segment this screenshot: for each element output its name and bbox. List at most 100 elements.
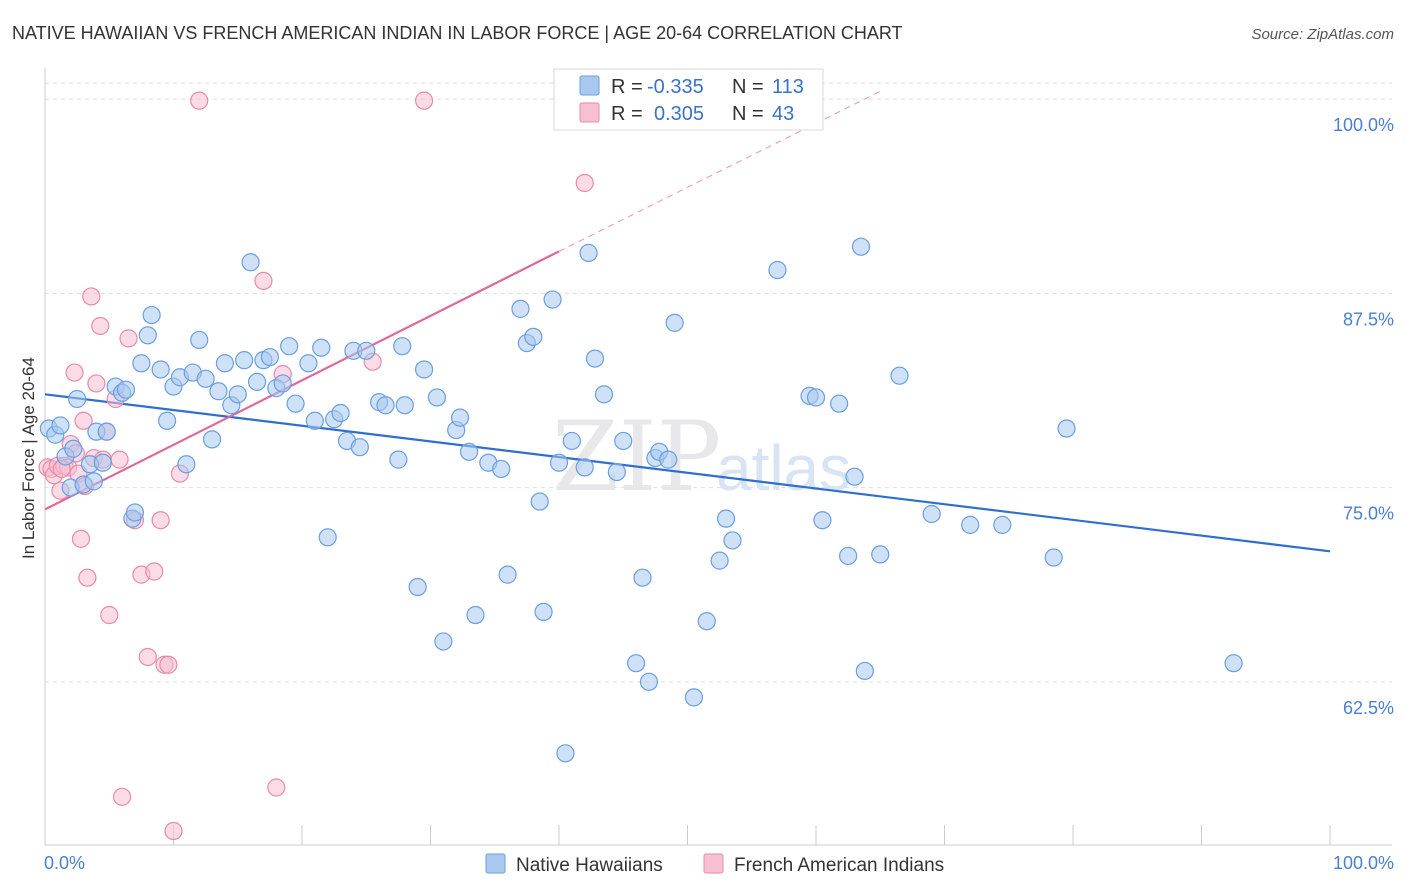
french-american-indians-point-13 <box>82 287 101 306</box>
native-hawaiians-point-22 <box>157 411 177 430</box>
native-hawaiians-point-75 <box>549 453 569 472</box>
french-american-indians-point-33 <box>190 91 209 110</box>
native-hawaiians-point-6 <box>68 389 87 409</box>
native-hawaiians-point-77 <box>562 431 581 451</box>
french-american-indians-points <box>38 91 594 841</box>
native-hawaiians-point-109 <box>993 515 1012 534</box>
stats-legend-swatch-pink <box>579 102 600 123</box>
native-hawaiians-point-85 <box>633 568 652 587</box>
y-tick-label-0: 62.5% <box>1343 698 1394 718</box>
stats-legend-r-label-1: R = <box>611 76 643 98</box>
native-hawaiians-point-19 <box>138 326 157 345</box>
stats-legend-r-label-2: R = <box>611 103 643 125</box>
french-american-indians-point-23 <box>119 329 138 348</box>
legend-label-native-hawaiians: Native Hawaiians <box>516 855 663 876</box>
native-hawaiians-point-54 <box>376 396 395 415</box>
native-hawaiians-point-74 <box>543 290 562 309</box>
native-hawaiians-point-46 <box>318 528 337 547</box>
y-tick-label-2: 87.5% <box>1343 309 1394 329</box>
native-hawaiians-point-69 <box>511 299 530 318</box>
stats-legend-n-value-2: 43 <box>772 103 794 125</box>
series-legend: Native Hawaiians French American Indians <box>485 853 944 876</box>
native-hawaiians-point-81 <box>594 385 614 404</box>
french-american-indians-point-39 <box>575 173 594 193</box>
native-hawaiians-point-95 <box>723 531 742 550</box>
native-hawaiians-point-84 <box>626 654 646 673</box>
y-axis-label: In Labor Force | Age 20-64 <box>19 357 38 559</box>
french-american-indians-point-12 <box>78 568 97 587</box>
french-american-indians-point-21 <box>110 450 129 469</box>
native-hawaiians-point-18 <box>132 354 151 373</box>
native-hawaiians-point-82 <box>607 462 626 482</box>
native-hawaiians-point-42 <box>286 394 305 413</box>
native-hawaiians-point-99 <box>813 511 832 530</box>
native-hawaiians-point-43 <box>299 354 318 373</box>
native-hawaiians-point-28 <box>196 369 215 388</box>
watermark-zip: ZIP <box>552 401 721 513</box>
native-hawaiians-point-12 <box>97 422 116 441</box>
native-hawaiians-point-51 <box>350 438 369 457</box>
native-hawaiians-point-11 <box>93 453 112 472</box>
native-hawaiians-point-40 <box>273 374 292 393</box>
native-hawaiians-point-108 <box>961 515 980 534</box>
stats-legend-n-label-2: N = <box>732 103 764 125</box>
trend-line-french-american-indians <box>44 250 560 511</box>
native-hawaiians-point-79 <box>579 243 598 263</box>
y-tick-labels: 62.5% 75.0% 87.5% 100.0% <box>1333 115 1394 718</box>
trend-line-french-american-indians-extension <box>558 90 881 252</box>
native-hawaiians-point-65 <box>466 605 485 625</box>
native-hawaiians-point-83 <box>614 431 633 451</box>
stats-legend-n-label-1: N = <box>732 76 764 98</box>
native-hawaiians-point-33 <box>228 385 247 404</box>
french-american-indians-point-10 <box>71 529 91 548</box>
native-hawaiians-point-101 <box>839 546 858 566</box>
french-american-indians-point-27 <box>145 562 164 581</box>
native-hawaiians-point-31 <box>215 354 234 373</box>
native-hawaiians-point-45 <box>312 338 331 357</box>
stats-legend: R = -0.335 N = 113 R = 0.305 N = 43 <box>553 68 824 131</box>
native-hawaiians-point-76 <box>556 744 575 763</box>
native-hawaiians-point-93 <box>710 551 729 570</box>
native-hawaiians-point-35 <box>241 253 260 272</box>
stats-legend-r-value-1: -0.335 <box>647 76 704 98</box>
french-american-indians-point-11 <box>74 411 93 430</box>
french-american-indians-point-28 <box>151 511 170 530</box>
native-hawaiians-point-111 <box>1057 419 1076 438</box>
native-hawaiians-point-107 <box>922 504 941 524</box>
native-hawaiians-point-105 <box>871 545 890 564</box>
stats-legend-swatch-blue <box>579 75 600 96</box>
french-american-indians-point-38 <box>414 91 434 110</box>
native-hawaiians-point-63 <box>450 408 470 427</box>
native-hawaiians-point-100 <box>830 394 849 413</box>
grid-lines <box>45 82 1392 683</box>
native-hawaiians-point-20 <box>142 305 161 325</box>
native-hawaiians-point-67 <box>492 459 511 479</box>
native-hawaiians-point-110 <box>1044 548 1063 567</box>
x-tick-label-max: 100.0% <box>1333 853 1394 873</box>
native-hawaiians-point-91 <box>684 688 704 707</box>
native-hawaiians-point-25 <box>177 455 196 474</box>
native-hawaiians-point-48 <box>331 403 350 423</box>
french-american-indians-point-19 <box>100 605 119 625</box>
native-hawaiians-point-106 <box>890 366 909 385</box>
native-hawaiians-point-112 <box>1224 654 1243 673</box>
stats-legend-n-value-1: 113 <box>772 76 804 98</box>
chart-title: NATIVE HAWAIIAN VS FRENCH AMERICAN INDIA… <box>12 23 903 43</box>
native-hawaiians-point-58 <box>408 577 427 597</box>
native-hawaiians-point-5 <box>64 439 83 458</box>
native-hawaiians-point-86 <box>639 672 659 691</box>
french-american-indians-point-34 <box>254 271 273 290</box>
native-hawaiians-point-52 <box>357 341 376 360</box>
native-hawaiians-point-80 <box>585 349 605 368</box>
legend-swatch-french-american-indians <box>703 853 724 874</box>
native-hawaiians-point-61 <box>434 632 453 651</box>
native-hawaiians-point-64 <box>459 442 479 461</box>
y-tick-label-3: 100.0% <box>1333 115 1394 135</box>
stats-legend-r-value-2: 0.305 <box>654 103 704 125</box>
native-hawaiians-point-102 <box>845 467 864 486</box>
native-hawaiians-point-73 <box>534 602 553 622</box>
native-hawaiians-point-57 <box>395 396 414 415</box>
native-hawaiians-point-34 <box>235 351 254 370</box>
native-hawaiians-point-104 <box>855 661 874 681</box>
